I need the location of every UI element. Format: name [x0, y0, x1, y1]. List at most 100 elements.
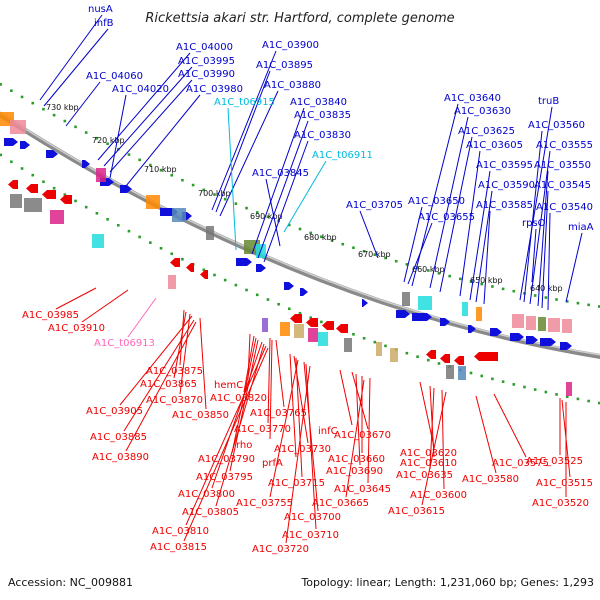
leader-line: [43, 28, 109, 107]
outer-top-dot: [288, 223, 291, 227]
leader-line: [247, 333, 251, 380]
leader-line: [269, 359, 299, 498]
leader-line: [215, 70, 271, 213]
outer-top-dot: [341, 242, 345, 246]
forward-gene-arrow: [412, 313, 432, 321]
top-feature-label: A1C_03560: [528, 120, 585, 131]
bottom-feature-label: A1C_03790: [198, 454, 255, 465]
bottom-feature-label: A1C_03730: [274, 444, 331, 455]
feature-block: [512, 314, 524, 328]
outer-bottom-dot: [576, 397, 580, 401]
feature-block: [96, 168, 106, 182]
summary-text: Topology: linear; Length: 1,231,060 bp; …: [300, 576, 594, 589]
outer-bottom-dot: [223, 278, 227, 282]
reverse-gene-arrow: [200, 270, 208, 279]
bottom-feature-label: A1C_03870: [146, 395, 203, 406]
feature-block: [446, 365, 454, 379]
leader-line: [179, 313, 191, 395]
reverse-gene-arrow: [454, 356, 464, 365]
bottom-feature-label: A1C_03670: [334, 430, 391, 441]
forward-gene-arrow: [256, 264, 266, 272]
leader-line: [547, 212, 551, 311]
reverse-gene-arrow: [290, 314, 302, 323]
outer-top-dot: [213, 193, 216, 196]
feature-block: [344, 338, 352, 352]
outer-bottom-dot: [245, 288, 248, 292]
feature-block: [206, 226, 214, 240]
outer-bottom-dot: [20, 167, 24, 170]
leader-line: [519, 106, 553, 301]
feature-block: [526, 316, 536, 330]
outer-top-dot: [309, 231, 312, 235]
backbone-arc: [0, 111, 600, 359]
outer-bottom-dot: [31, 173, 35, 177]
leader-line: [183, 347, 269, 542]
top-feature-label: A1C_03550: [534, 160, 591, 171]
bottom-feature-label: A1C_03525: [526, 456, 583, 467]
outer-bottom-dot: [598, 401, 600, 405]
bottom-feature-label: A1C_03600: [410, 490, 467, 501]
leader-line: [269, 339, 273, 440]
outer-top-dot: [598, 305, 600, 308]
outer-top-dot: [437, 272, 441, 275]
top-feature-label: A1C_03895: [256, 60, 313, 71]
bottom-feature-label: A1C_03645: [334, 484, 391, 495]
outer-top-dot: [448, 274, 451, 278]
feature-block: [476, 307, 482, 321]
leader-line: [421, 391, 447, 506]
leader-line: [469, 170, 491, 301]
outer-top-dot: [138, 158, 141, 162]
feature-block: [390, 348, 398, 362]
outer-top-dot: [352, 246, 355, 250]
outer-top-dot: [298, 227, 302, 231]
leader-line: [475, 190, 493, 303]
bottom-feature-label: A1C_03890: [92, 452, 149, 463]
feature-block: [402, 292, 410, 306]
outer-bottom-dot: [138, 235, 141, 239]
top-feature-label: A1C_04020: [112, 84, 169, 95]
scale-tick-label: 670 kbp: [358, 250, 391, 259]
leader-line: [529, 150, 551, 305]
outer-top-dot: [245, 206, 248, 210]
outer-top-dot: [491, 285, 494, 288]
bottom-feature-label: A1C_03715: [268, 478, 325, 489]
leader-line: [267, 337, 271, 424]
outer-top-dot: [480, 282, 484, 286]
outer-bottom-dot: [202, 268, 206, 272]
leader-line: [541, 190, 549, 309]
outer-bottom-dot: [10, 160, 13, 164]
bottom-feature-label: A1C_03690: [326, 466, 383, 477]
outer-top-dot: [426, 269, 430, 272]
leader-line: [243, 335, 255, 393]
feature-block: [280, 322, 290, 336]
feature-block: [458, 366, 466, 380]
leader-line: [283, 160, 327, 233]
feature-block: [10, 120, 26, 134]
outer-bottom-dot: [159, 246, 163, 250]
leader-line: [275, 339, 285, 408]
bottom-feature-label: A1C_t06913: [94, 338, 155, 349]
top-feature-label: A1C_03995: [178, 56, 235, 67]
outer-top-dot: [501, 287, 505, 291]
outer-top-dot: [320, 235, 323, 239]
leader-line: [459, 150, 481, 297]
label-leaders: [39, 14, 583, 544]
top-feature-label: A1C_04060: [86, 71, 143, 82]
feature-block: [92, 234, 104, 248]
scale-tick-label: 640 kbp: [530, 284, 563, 293]
leader-line: [109, 94, 127, 179]
bottom-feature-label: A1C_03800: [178, 489, 235, 500]
leader-line: [215, 343, 265, 507]
outer-top-dot: [394, 259, 398, 263]
leader-line: [537, 170, 549, 307]
feature-block: [262, 318, 268, 332]
leader-line: [211, 341, 263, 489]
map-title: Rickettsia akari str. Hartford, complete…: [145, 11, 454, 26]
leader-line: [55, 287, 97, 310]
bottom-feature-label: A1C_03885: [90, 432, 147, 443]
top-feature-label: infB: [94, 18, 114, 29]
bottom-feature-label: A1C_03850: [172, 410, 229, 421]
forward-gene-arrow: [236, 258, 252, 266]
reverse-gene-arrow: [170, 258, 180, 267]
leader-line: [295, 357, 303, 478]
